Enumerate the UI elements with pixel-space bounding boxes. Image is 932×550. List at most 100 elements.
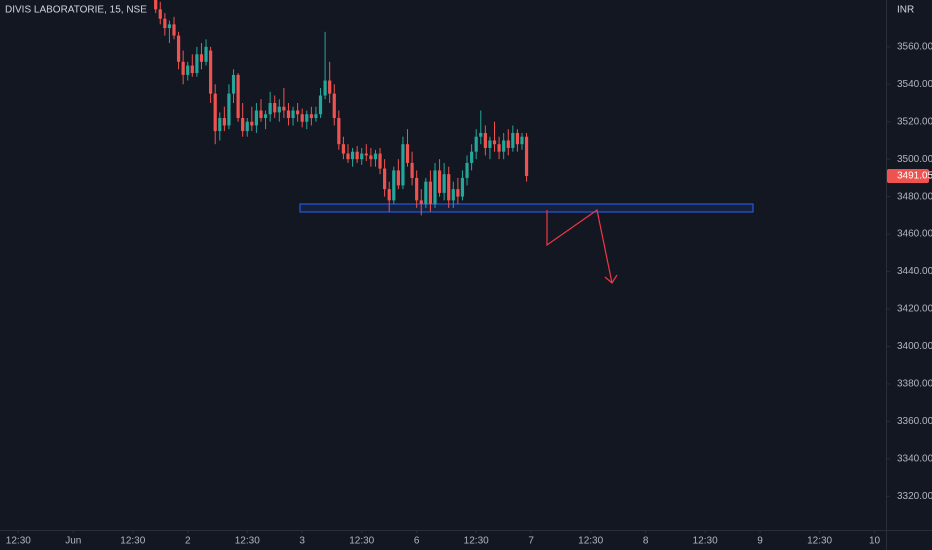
candle-body (282, 106, 286, 111)
candle-body (190, 65, 194, 74)
y-tick-label: 3540.00 (897, 79, 932, 90)
y-tick-label: 3440.00 (897, 266, 932, 277)
chart-title: DIVIS LABORATORIE, 15, NSE (5, 5, 147, 16)
candle-body (396, 170, 400, 186)
candle-body (497, 144, 501, 152)
y-tick-label: 3520.00 (897, 116, 932, 127)
candle-body (314, 114, 318, 118)
x-tick-label: Jun (65, 536, 81, 547)
candle-body (300, 114, 304, 122)
candle-body (204, 46, 208, 62)
candle-body (318, 95, 323, 115)
candle-body (268, 103, 272, 115)
y-tick-label: 3500.00 (897, 154, 932, 165)
candle-body (245, 121, 249, 132)
x-tick-label: 12:30 (464, 536, 489, 547)
candle-body (309, 114, 313, 118)
x-tick-label: 7 (528, 536, 534, 547)
candle-body (502, 140, 506, 152)
candle-body (378, 153, 382, 169)
last-price-tag (887, 168, 929, 183)
candle-body (524, 136, 529, 176)
candle-body (383, 168, 387, 190)
y-tick-label: 3460.00 (897, 229, 932, 240)
candle-body (520, 136, 524, 145)
candle-body (442, 174, 446, 193)
candle-body (222, 117, 226, 126)
candle-body (286, 110, 291, 118)
support-zone (299, 203, 754, 213)
candle-body (355, 151, 359, 160)
candle-body (236, 74, 240, 118)
y-tick-label: 3560.00 (897, 41, 932, 52)
candle-body (405, 144, 410, 163)
candle-body (515, 132, 520, 145)
plot-area (154, 0, 754, 284)
candle-body (506, 140, 510, 148)
candle-body (181, 61, 185, 75)
x-tick-label: 12:30 (807, 536, 832, 547)
candle-body (259, 110, 263, 118)
candle-body (511, 132, 515, 148)
candle-body (163, 18, 167, 29)
candle-body (323, 80, 327, 96)
y-tick-label: 3380.00 (897, 379, 932, 390)
x-tick-label: 12:30 (693, 536, 718, 547)
candle-body (218, 117, 222, 132)
candle-body (213, 93, 217, 132)
x-tick-label: 10 (869, 536, 881, 547)
candle-body (451, 189, 455, 201)
candle-body (199, 54, 204, 62)
candle-body (410, 162, 414, 178)
candle-body (277, 106, 281, 113)
candle-body (392, 170, 396, 201)
candle-body (456, 189, 460, 197)
x-tick-label: 6 (414, 536, 420, 547)
candle-body (167, 24, 172, 29)
x-tick-label: 12:30 (349, 536, 374, 547)
candle-body (373, 153, 378, 160)
y-tick-label: 3480.00 (897, 191, 932, 202)
candle-body (176, 35, 181, 62)
arrow-head (604, 274, 618, 284)
candle-body (231, 74, 236, 94)
currency-label: INR (897, 5, 914, 16)
candle-body (447, 174, 451, 201)
candle-body (263, 114, 268, 118)
candle-body (483, 132, 487, 148)
x-tick-label: 12:30 (235, 536, 260, 547)
candle-body (291, 110, 295, 118)
x-tick-label: 12:30 (578, 536, 603, 547)
y-tick-label: 3420.00 (897, 304, 932, 315)
y-tick-label: 3400.00 (897, 341, 932, 352)
candle-body (428, 181, 433, 205)
x-tick-label: 12:30 (120, 536, 145, 547)
last-price-label: 3491.05 (897, 171, 932, 182)
candle-body (364, 153, 368, 156)
candle-body (273, 103, 277, 113)
candle-body (401, 144, 405, 186)
candle-body (227, 93, 231, 126)
candle-body (158, 9, 162, 19)
candle-body (341, 144, 346, 154)
candle-body (337, 117, 341, 145)
candle-body (387, 189, 391, 201)
x-tick-label: 3 (299, 536, 305, 547)
x-tick-label: 9 (757, 536, 763, 547)
candle-body (296, 110, 300, 115)
candle-body (328, 80, 332, 94)
candle-body (424, 181, 428, 205)
candle-body (254, 110, 259, 126)
candle-body (186, 65, 190, 75)
candle-body (241, 117, 245, 132)
candle-body (360, 153, 364, 160)
x-tick-label: 8 (643, 536, 649, 547)
candle-body (305, 114, 309, 122)
candle-body (488, 140, 492, 148)
candle-body (172, 24, 176, 36)
candle-body (433, 170, 437, 205)
candle-body (350, 151, 355, 160)
candle-body (154, 0, 158, 10)
